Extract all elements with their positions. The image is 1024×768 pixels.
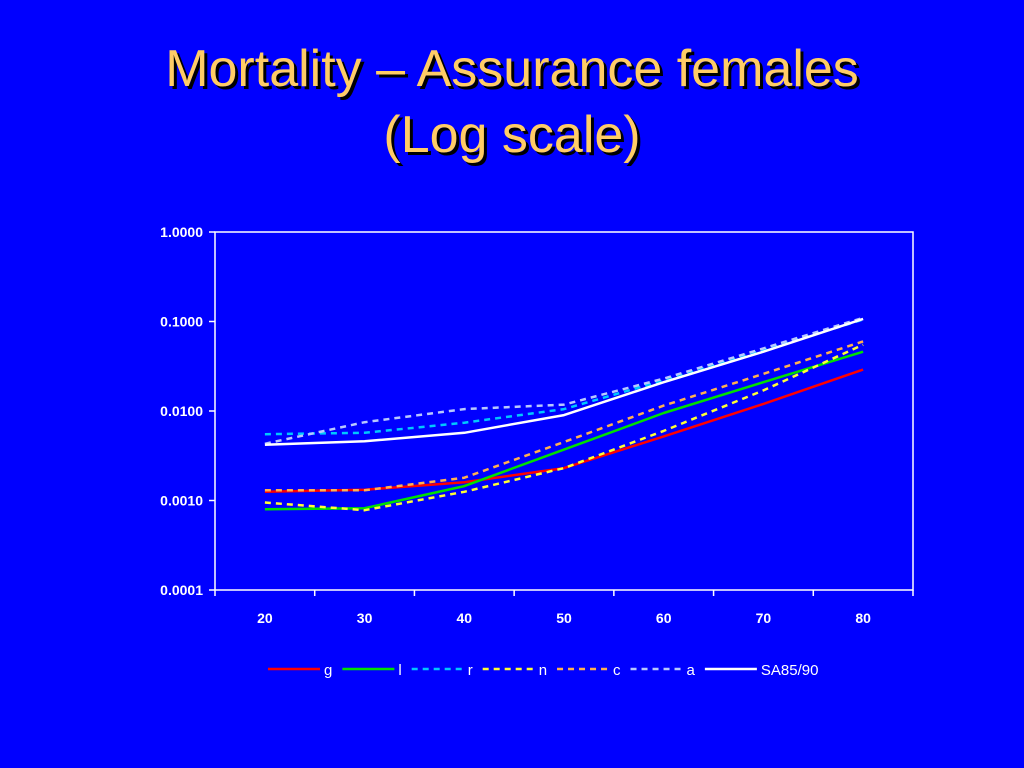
x-tick-label: 20: [257, 610, 273, 626]
series-line-a: [264, 316, 864, 446]
x-tick-label: 30: [357, 610, 373, 626]
series-line-l: [264, 350, 864, 511]
y-tick-label: 0.0001: [160, 582, 203, 598]
legend-entry-label: c: [613, 662, 621, 679]
series-line-c: [264, 340, 864, 492]
y-tick-label: 0.0010: [160, 493, 203, 509]
x-tick-label: 70: [756, 610, 772, 626]
legend-entry-label: l: [398, 662, 401, 679]
slide-title-line-2: (Log scale): [383, 106, 641, 164]
legend-entry-label: g: [324, 662, 332, 679]
x-tick-label: 40: [456, 610, 472, 626]
plot-area-group: [214, 231, 914, 591]
series-line-r: [264, 318, 864, 436]
legend-entry-label: SA85/90: [761, 662, 819, 679]
legend-entry-label: n: [539, 662, 547, 679]
y-tick-label: 1.0000: [160, 224, 203, 240]
legend: g l r n c a SA85/90: [268, 662, 818, 679]
slide-title-line-1: Mortality – Assurance females: [165, 40, 859, 98]
y-tick-label: 0.1000: [160, 314, 203, 330]
slide-title: Mortality – Assurance females (Log scale…: [0, 36, 1024, 168]
axes-group: 1.0000 0.1000 0.0100 0.0010 0.0001 20 30 40 50 60…: [160, 224, 914, 626]
x-tick-label: 60: [656, 610, 672, 626]
y-tick-label: 0.0100: [160, 403, 203, 419]
series-group: [264, 316, 864, 512]
x-tick-label: 80: [855, 610, 871, 626]
series-line-n: [264, 343, 864, 512]
legend-entry-label: a: [687, 662, 696, 679]
series-line-sa85-90: [264, 317, 864, 446]
series-line-g: [264, 368, 864, 494]
legend-entry-label: r: [468, 662, 473, 679]
plot-area-frame: [214, 231, 914, 591]
x-tick-label: 50: [556, 610, 572, 626]
